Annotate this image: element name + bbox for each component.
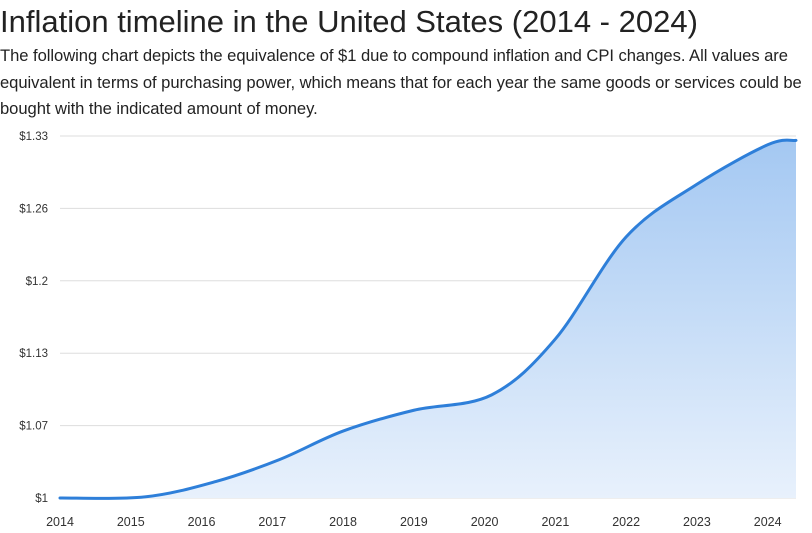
- y-axis-ticks: $1 $1.07 $1.13 $1.2 $1.26 $1.33: [19, 131, 48, 505]
- chart-title: Inflation timeline in the United States …: [0, 4, 698, 39]
- x-tick-label: 2021: [541, 515, 569, 529]
- x-tick-label: 2020: [471, 515, 499, 529]
- y-tick-label: $1: [35, 493, 48, 505]
- x-tick-label: 2023: [683, 515, 711, 529]
- x-tick-label: 2022: [612, 515, 640, 529]
- series-line: [58, 138, 798, 500]
- y-tick-label: $1.07: [19, 421, 48, 433]
- gridlines: [60, 135, 796, 499]
- x-tick-label: 2024: [754, 515, 782, 529]
- chart-description: The following chart depicts the equivale…: [0, 46, 802, 118]
- y-tick-label: $1.33: [19, 131, 48, 143]
- x-axis-ticks: 2014 2015 2016 2017 2018 2019 2020 2021 2022 2023…: [46, 515, 782, 529]
- y-tick-label: $1.13: [19, 348, 48, 360]
- series-area-fill: [60, 140, 796, 499]
- y-tick-label: $1.26: [19, 203, 48, 215]
- x-tick-label: 2014: [46, 515, 74, 529]
- x-tick-label: 2019: [400, 515, 428, 529]
- x-tick-label: 2018: [329, 515, 357, 529]
- x-tick-label: 2016: [188, 515, 216, 529]
- x-tick-label: 2017: [258, 515, 286, 529]
- x-tick-label: 2015: [117, 515, 145, 529]
- y-tick-label: $1.2: [26, 276, 48, 288]
